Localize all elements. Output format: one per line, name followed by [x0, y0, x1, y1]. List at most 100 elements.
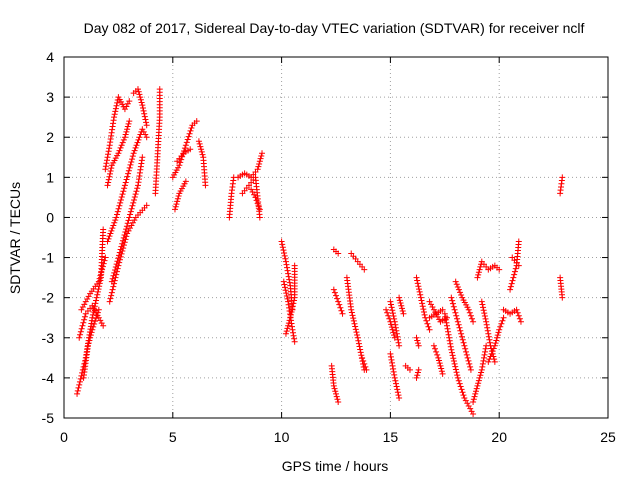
data-point [423, 317, 430, 324]
data-point [448, 349, 455, 356]
data-point [396, 297, 403, 304]
data-point [129, 202, 136, 209]
data-point [74, 390, 81, 397]
data-point [444, 325, 451, 332]
data-point [475, 271, 482, 278]
data-point [476, 266, 483, 273]
data-point [286, 276, 293, 283]
data-point [93, 315, 100, 322]
data-point [452, 366, 459, 373]
data-point [458, 386, 465, 393]
data-point [466, 309, 473, 316]
y-tick-label: 4 [46, 49, 54, 65]
data-point [284, 325, 291, 332]
data-point [113, 214, 120, 221]
data-point [413, 334, 420, 341]
data-point [476, 374, 483, 381]
chart-title: Day 082 of 2017, Sidereal Day-to-day VTE… [84, 20, 585, 36]
data-point [100, 226, 107, 233]
data-point [389, 359, 396, 366]
data-point [119, 191, 126, 198]
data-point [128, 222, 135, 229]
data-point [130, 150, 137, 157]
data-point [129, 219, 136, 226]
data-point [390, 368, 397, 375]
data-point [279, 241, 286, 248]
data-point [478, 366, 485, 373]
data-point [251, 191, 258, 198]
data-point [141, 110, 148, 117]
x-tick-label: 5 [169, 429, 177, 445]
data-point [133, 142, 140, 149]
data-point [143, 134, 150, 141]
data-point [124, 126, 131, 133]
data-point [478, 369, 485, 376]
data-point [91, 306, 98, 313]
data-point [451, 306, 458, 313]
data-point [90, 323, 97, 330]
data-point [259, 150, 266, 157]
data-point [330, 286, 337, 293]
data-point [257, 155, 264, 162]
data-point [417, 291, 424, 298]
data-point [413, 374, 420, 381]
data-point [465, 357, 472, 364]
data-point [104, 182, 111, 189]
data-point [460, 392, 467, 399]
data-point [398, 302, 405, 309]
data-point [483, 318, 490, 325]
data-point [77, 375, 84, 382]
data-point [483, 321, 490, 328]
data-point [175, 193, 182, 200]
data-point [289, 306, 296, 313]
data-point [395, 336, 402, 343]
data-point [132, 191, 139, 198]
data-point [202, 182, 209, 189]
data-point [128, 205, 135, 212]
data-point [131, 196, 138, 203]
data-point [445, 331, 452, 338]
data-point [118, 194, 125, 201]
data-point [77, 331, 84, 338]
data-point [285, 322, 292, 329]
ticks-layer: 0 5 10 15 20 25 -5 -4 -3 -2 -1 0 1 2 3 4 [42, 49, 616, 445]
data-point [477, 263, 484, 270]
data-point [94, 309, 101, 316]
data-point [125, 170, 132, 177]
data-point [287, 314, 294, 321]
data-point [132, 144, 139, 151]
data-point [479, 360, 486, 367]
data-point [126, 214, 133, 221]
data-point [415, 366, 422, 373]
data-point [480, 304, 487, 311]
data-point [102, 166, 109, 173]
data-point [108, 227, 115, 234]
data-point [134, 139, 141, 146]
data-point [117, 196, 124, 203]
data-point [104, 154, 111, 161]
data-point [449, 297, 456, 304]
data-point [482, 345, 489, 352]
data-point [392, 324, 399, 331]
data-point [432, 345, 439, 352]
x-tick-label: 20 [491, 429, 507, 445]
data-point [445, 328, 452, 335]
data-point [497, 323, 504, 330]
data-point [390, 329, 397, 336]
data-point [95, 278, 102, 285]
data-point [415, 342, 422, 349]
data-point [472, 390, 479, 397]
y-tick-label: -1 [42, 250, 55, 266]
data-point [488, 350, 495, 357]
data-point [479, 363, 486, 370]
data-point [129, 153, 136, 160]
data-point [108, 165, 115, 172]
data-point [112, 108, 119, 115]
data-point [467, 405, 474, 412]
data-point [394, 386, 401, 393]
data-point [105, 148, 112, 155]
data-point [123, 226, 130, 233]
data-point [467, 366, 474, 373]
data-point [474, 382, 481, 389]
data-point [352, 326, 359, 333]
